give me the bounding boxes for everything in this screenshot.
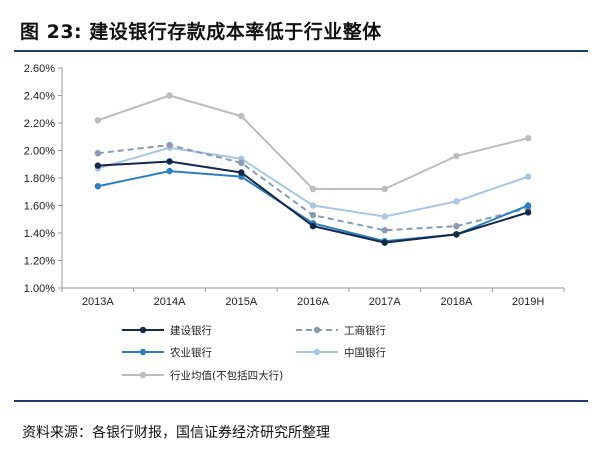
legend-label: 行业均值(不包括四大行) [170, 369, 283, 382]
data-point [238, 112, 245, 120]
x-tick-label: 2016A [297, 296, 329, 308]
data-point [166, 158, 173, 165]
data-point [94, 162, 102, 169]
y-tick-label: 2.60% [24, 63, 55, 75]
legend-marker [313, 348, 321, 356]
data-point [453, 152, 460, 160]
data-point [524, 134, 532, 142]
data-point [453, 222, 460, 230]
data-point [453, 231, 460, 238]
x-tick-label: 2013A [82, 296, 114, 308]
data-point [94, 117, 102, 124]
legend-marker [139, 371, 147, 379]
y-tick-label: 2.00% [24, 146, 55, 158]
data-point [381, 185, 388, 193]
legend-label: 农业银行 [170, 346, 212, 359]
data-point [166, 167, 173, 175]
data-point [309, 185, 317, 193]
data-point [94, 183, 102, 190]
y-tick-label: 1.40% [24, 228, 55, 240]
data-point [309, 202, 317, 209]
data-point [238, 169, 245, 176]
data-point [309, 211, 317, 219]
legend-marker [313, 326, 321, 334]
figure-title: 图 23: 建设银行存款成本率低于行业整体 [20, 21, 382, 43]
y-tick-label: 1.60% [24, 201, 55, 213]
source-note: 资料来源：各银行财报，国信证券经济研究所整理 [22, 425, 330, 441]
data-point [381, 213, 388, 220]
y-tick-label: 1.20% [24, 256, 55, 268]
legend-label: 建设银行 [170, 324, 212, 337]
data-point [453, 198, 460, 205]
x-tick-label: 2017A [369, 296, 401, 308]
y-tick-label: 1.80% [24, 173, 55, 185]
data-point [166, 92, 173, 99]
data-point [524, 209, 532, 216]
x-tick-label: 2015A [225, 296, 257, 308]
title-bar: 图 23: 建设银行存款成本率低于行业整体 [14, 10, 588, 52]
legend-label: 中国银行 [344, 346, 386, 359]
data-point [309, 222, 317, 230]
y-tick-label: 2.40% [24, 91, 55, 103]
x-tick-label: 2018A [441, 296, 473, 308]
legend-marker [139, 326, 147, 334]
y-tick-label: 2.20% [24, 118, 55, 130]
x-tick-label: 2014A [154, 296, 186, 308]
data-point [524, 202, 532, 209]
data-point [94, 150, 102, 157]
legend-marker [139, 348, 147, 356]
legend-label: 工商银行 [344, 324, 386, 337]
data-point [238, 159, 245, 167]
y-tick-label: 1.00% [24, 283, 55, 295]
source-divider [14, 400, 588, 402]
series-line [97, 94, 529, 190]
data-point [381, 239, 388, 246]
data-point [166, 141, 173, 149]
data-point [524, 173, 532, 180]
data-point [381, 227, 388, 234]
x-tick-label: 2019H [512, 296, 544, 308]
